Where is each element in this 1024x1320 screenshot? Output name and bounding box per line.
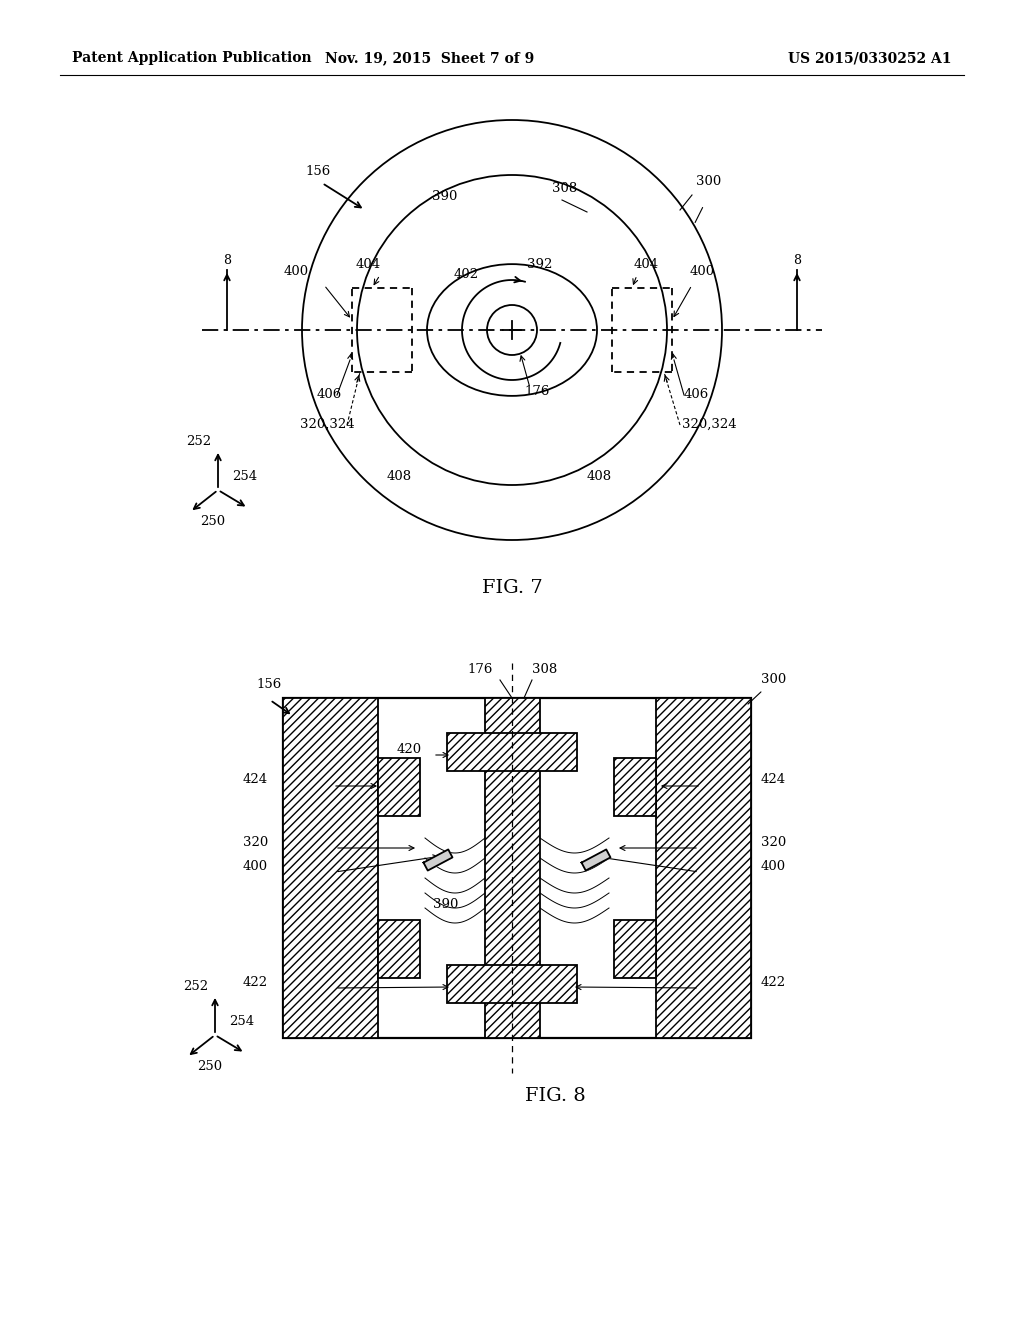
Text: 392: 392 [527, 257, 552, 271]
Text: US 2015/0330252 A1: US 2015/0330252 A1 [788, 51, 951, 65]
Bar [485, 698, 540, 1038]
Text: 402: 402 [454, 268, 479, 281]
Text: 254: 254 [229, 1015, 254, 1028]
Text: 404: 404 [356, 257, 381, 271]
Text: 422: 422 [761, 975, 786, 989]
Text: 422: 422 [243, 975, 268, 989]
Polygon shape [424, 850, 453, 871]
Text: 8: 8 [793, 253, 801, 267]
Bar [447, 965, 577, 1003]
Text: 250: 250 [197, 1060, 222, 1073]
Bar [378, 920, 420, 978]
Text: 424: 424 [243, 774, 268, 785]
Text: 408: 408 [387, 470, 412, 483]
Text: 320: 320 [761, 836, 786, 849]
Text: 320,324: 320,324 [300, 418, 354, 432]
Text: 408: 408 [587, 470, 612, 483]
Text: 300: 300 [696, 176, 721, 187]
Text: 400: 400 [690, 265, 715, 279]
Bar [378, 758, 420, 816]
Text: 308: 308 [552, 182, 578, 195]
Text: 404: 404 [634, 257, 659, 271]
Text: Nov. 19, 2015  Sheet 7 of 9: Nov. 19, 2015 Sheet 7 of 9 [326, 51, 535, 65]
Text: FIG. 8: FIG. 8 [524, 1086, 586, 1105]
Bar [283, 698, 378, 1038]
Text: 320,324: 320,324 [682, 418, 736, 432]
Text: 420: 420 [397, 743, 422, 756]
Text: Patent Application Publication: Patent Application Publication [72, 51, 311, 65]
Text: 390: 390 [433, 898, 459, 911]
Text: 400: 400 [243, 861, 268, 873]
Text: 8: 8 [223, 253, 231, 267]
Text: 308: 308 [532, 663, 557, 676]
Text: 250: 250 [200, 515, 225, 528]
Text: 176: 176 [467, 663, 493, 676]
Polygon shape [582, 850, 610, 871]
Text: 406: 406 [684, 388, 710, 401]
Text: 156: 156 [305, 165, 331, 178]
Bar [614, 758, 656, 816]
Text: 254: 254 [232, 470, 257, 483]
Text: 176: 176 [524, 385, 549, 399]
Bar [614, 920, 656, 978]
Text: 252: 252 [186, 436, 211, 447]
Text: FIG. 7: FIG. 7 [481, 579, 543, 597]
Bar [447, 733, 577, 771]
Bar [283, 698, 751, 1038]
Text: 300: 300 [761, 673, 786, 686]
Bar [656, 698, 751, 1038]
Text: 156: 156 [256, 678, 282, 690]
Text: 320: 320 [243, 836, 268, 849]
Text: 406: 406 [317, 388, 342, 401]
Text: 252: 252 [183, 979, 208, 993]
Text: 390: 390 [432, 190, 458, 203]
Text: 400: 400 [761, 861, 786, 873]
Text: 400: 400 [284, 265, 309, 279]
Text: 424: 424 [761, 774, 786, 785]
